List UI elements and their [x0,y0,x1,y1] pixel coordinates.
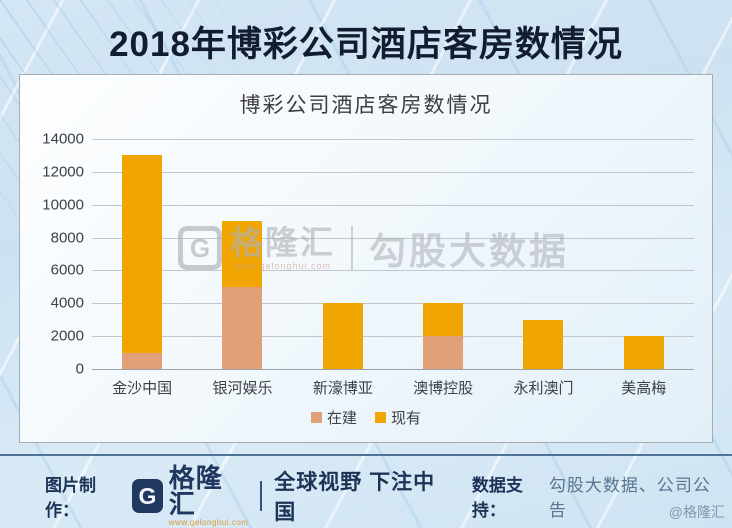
bar-segment-现有 [322,303,363,369]
gridline [92,171,694,173]
brand-name: 格隆汇 [168,463,223,519]
chart-title: 博彩公司酒店客房数情况 [239,94,493,117]
y-tick-label: 6000 [50,261,84,279]
plot-area [92,139,694,370]
legend-item: 在建 [310,407,357,428]
x-tick-label: 美高梅 [621,380,667,397]
bar-slot [594,139,694,369]
watermark-logo-icon: G [178,226,222,270]
gridline [92,139,694,140]
bar-slot [92,139,192,369]
legend-swatch-icon [375,412,386,423]
bar-segment-现有 [222,221,263,287]
y-tick-label: 0 [75,360,84,378]
x-tick-label: 银河娱乐 [212,380,273,397]
brand-slogan: 全球视野 下注中国 [274,471,436,524]
data-support-value: 勾股大数据、公司公告 [548,476,711,520]
watermark-brand: 格隆汇 [230,223,335,261]
gridline [92,369,694,370]
bar-segment-在建 [122,352,163,369]
chart-card: 博彩公司酒店客房数情况 14000 12000 10000 8000 6000 4000 2… [19,74,713,443]
gridline [92,336,694,338]
gridline [92,204,694,206]
bar-segment-现有 [623,336,664,369]
legend-label: 现有 [391,410,422,427]
stacked-bar [623,139,664,369]
bars-container [92,139,694,369]
bar-segment-现有 [122,155,163,353]
y-tick-label: 8000 [50,229,84,247]
bar-segment-在建 [423,336,464,369]
x-tick-label: 澳博控股 [413,380,474,397]
watermark-url: www.gelonghui.com [233,260,332,271]
brand-url: www.gelonghui.com [168,518,249,527]
footer-vertical-divider [260,481,263,511]
watermark-product: 勾股大数据 [369,231,569,272]
stacked-bar [423,139,464,369]
stacked-bar [222,139,263,369]
gridline [92,303,694,305]
bar-slot [293,139,393,369]
footer-divider-line [0,454,732,456]
gridline [92,237,694,239]
y-axis-labels: 14000 12000 10000 8000 6000 4000 2000 0 [28,131,84,378]
y-tick-label: 4000 [50,294,84,312]
bar-slot [192,139,292,369]
data-support-label: 数据支持： [471,476,523,520]
bar-segment-现有 [423,303,464,337]
stacked-bar [122,139,163,369]
y-tick-label: 12000 [42,163,84,181]
y-tick-label: 10000 [42,196,84,214]
chart-legend: 在建 现有 [20,407,712,428]
corner-handle: @格隆汇 [668,504,725,520]
page-title: 2018年博彩公司酒店客房数情况 [109,25,623,64]
legend-item: 现有 [375,407,421,428]
bar-segment-在建 [222,286,263,369]
bar-segment-现有 [523,319,564,369]
x-tick-label: 新濠博亚 [312,380,373,397]
watermark: G 格隆汇 www.gelonghui.com 勾股大数据 [178,221,569,275]
legend-swatch-icon [310,412,322,423]
watermark-brand-block: 格隆汇 www.gelonghui.com [230,226,335,271]
made-by-label: 图片制作： [45,476,96,520]
footer: 图片制作： G 格隆汇 www.gelonghui.com 全球视野 下注中国 … [45,465,712,527]
x-tick-label: 永利澳门 [513,380,574,397]
bar-slot [393,139,493,369]
legend-label: 在建 [326,410,357,427]
y-tick-label: 2000 [50,327,84,345]
stacked-bar [322,139,363,369]
watermark-divider [351,226,353,270]
x-tick-label: 金沙中国 [112,380,173,397]
bar-slot [493,139,593,369]
brand-logo-icon: G [132,479,163,513]
y-tick-label: 14000 [42,130,84,148]
gridline [92,270,694,272]
x-axis-labels: 金沙中国 银河娱乐 新濠博亚 澳博控股 永利澳门 美高梅 [92,377,694,398]
stacked-bar [523,139,564,369]
brand-block: 格隆汇 www.gelonghui.com [169,465,249,527]
